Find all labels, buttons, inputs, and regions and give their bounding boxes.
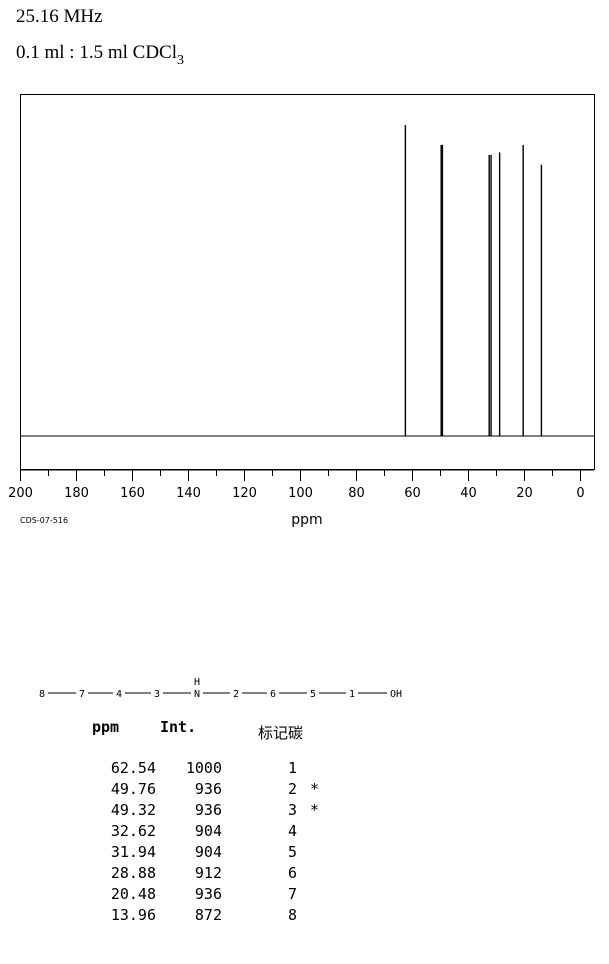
- header-carbon: 标记碳: [258, 724, 304, 742]
- carbon-cell: 6: [288, 864, 298, 882]
- x-tick-label: 60: [404, 486, 421, 501]
- intensity-cell: 872: [194, 906, 222, 924]
- nmr-spectrum-chart: 200 180 160 140 120 100 80 60 40 20 0 ppm CDS-07-5…: [8, 94, 595, 528]
- spectrometer-frequency: 25.16 MHz: [16, 6, 103, 27]
- x-tick-label: 100: [288, 486, 313, 501]
- x-tick-label: 0: [576, 486, 584, 501]
- carbon-cell: 2: [288, 780, 298, 798]
- x-tick-label: 160: [120, 486, 145, 501]
- structure-atom: OH: [390, 689, 402, 700]
- equivalence-mark: *: [310, 801, 320, 819]
- intensity-cell: 936: [194, 780, 222, 798]
- ppm-cell: 49.32: [110, 801, 156, 819]
- structure-atom: 6: [270, 689, 276, 700]
- ppm-cell: 20.48: [110, 885, 156, 903]
- structure-atoms: 8 7 4 3 N 2 6 5 1 OH: [39, 689, 402, 700]
- solvent-subscript: 3: [177, 53, 184, 68]
- structure-atom: 4: [116, 689, 122, 700]
- n-hydrogen-label: H: [194, 677, 200, 688]
- ppm-cell: 31.94: [110, 843, 156, 861]
- structure-atom: 3: [154, 689, 160, 700]
- ppm-cell: 62.54: [110, 759, 156, 777]
- plot-frame: [20, 94, 595, 470]
- ppm-cell: 49.76: [110, 780, 156, 798]
- x-axis-ticks: [20, 470, 581, 481]
- solvent-text: 0.1 ml : 1.5 ml CDCl: [16, 42, 177, 63]
- x-tick-label: 120: [232, 486, 257, 501]
- x-tick-label: 40: [460, 486, 477, 501]
- x-tick-label: 200: [8, 486, 33, 501]
- header-ppm: ppm: [92, 718, 120, 736]
- structure-atom: N: [194, 689, 200, 700]
- molecular-structure: 8 7 4 3 N 2 6 5 1 OH H: [39, 677, 402, 700]
- carbon-cell: 4: [288, 822, 298, 840]
- carbon-cell: 5: [288, 843, 298, 861]
- x-tick-label: 20: [516, 486, 533, 501]
- x-axis-label: ppm: [291, 512, 322, 528]
- intensity-cell: 936: [194, 801, 222, 819]
- intensity-cell: 904: [194, 843, 222, 861]
- structure-atom: 2: [233, 689, 239, 700]
- structure-atom: 5: [310, 689, 316, 700]
- x-tick-label: 180: [64, 486, 89, 501]
- x-tick-label: 80: [348, 486, 365, 501]
- intensity-cell: 912: [194, 864, 222, 882]
- spectrum-id: CDS-07-516: [20, 516, 68, 525]
- spectrum-peaks: [404, 125, 543, 436]
- carbon-cell: 3: [288, 801, 298, 819]
- carbon-cell: 1: [288, 759, 298, 777]
- structure-atom: 8: [39, 689, 45, 700]
- x-axis-tick-labels: 200 180 160 140 120 100 80 60 40 20 0: [8, 486, 585, 501]
- ppm-cell: 32.62: [110, 822, 156, 840]
- x-tick-label: 140: [176, 486, 201, 501]
- intensity-cell: 1000: [185, 759, 222, 777]
- intensity-cell: 904: [194, 822, 222, 840]
- carbon-cell: 8: [288, 906, 298, 924]
- ppm-cell: 13.96: [110, 906, 156, 924]
- structure-atom: 7: [79, 689, 85, 700]
- ppm-cell: 28.88: [110, 864, 156, 882]
- carbon-cell: 7: [288, 885, 298, 903]
- solvent-info: 0.1 ml : 1.5 ml CDCl3: [16, 42, 184, 69]
- intensity-cell: 936: [194, 885, 222, 903]
- header-intensity: Int.: [160, 718, 197, 736]
- equivalence-mark: *: [310, 780, 320, 798]
- structure-atom: 1: [349, 689, 355, 700]
